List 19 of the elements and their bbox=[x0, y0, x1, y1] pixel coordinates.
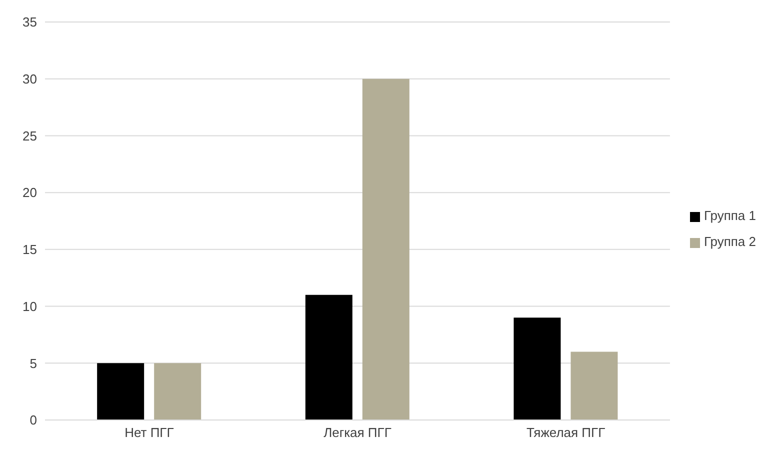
y-tick-label: 30 bbox=[22, 71, 37, 86]
y-tick-label: 10 bbox=[22, 298, 37, 314]
y-tick-label: 5 bbox=[30, 356, 37, 371]
x-tick-label: Нет ПГГ bbox=[124, 425, 174, 440]
y-tick-label: 20 bbox=[22, 185, 37, 200]
legend-label: Группа 2 bbox=[704, 234, 756, 249]
y-tick-label: 35 bbox=[22, 14, 37, 30]
bar bbox=[570, 352, 618, 420]
bar bbox=[514, 318, 561, 420]
y-tick-label: 15 bbox=[22, 242, 37, 258]
bar bbox=[154, 363, 202, 420]
bar bbox=[362, 78, 410, 420]
x-tick-label: Легкая ПГГ bbox=[324, 425, 392, 440]
bar bbox=[305, 294, 352, 420]
y-tick-label: 0 bbox=[30, 412, 37, 428]
bar bbox=[97, 363, 144, 420]
legend-label: Группа 1 bbox=[704, 208, 756, 223]
x-tick-label: Тяжелая ПГГ bbox=[526, 425, 606, 440]
y-tick-label: 25 bbox=[22, 128, 37, 144]
